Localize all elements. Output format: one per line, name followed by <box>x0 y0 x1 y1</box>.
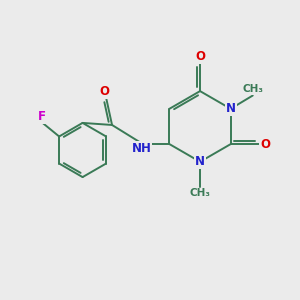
Text: N: N <box>195 155 205 168</box>
Text: O: O <box>100 85 110 98</box>
Text: F: F <box>38 110 46 123</box>
Text: N: N <box>226 102 236 115</box>
Text: CH₃: CH₃ <box>190 188 211 198</box>
Text: CH₃: CH₃ <box>243 84 264 94</box>
Text: O: O <box>260 138 270 151</box>
Text: O: O <box>195 50 205 63</box>
Text: NH: NH <box>131 142 152 155</box>
